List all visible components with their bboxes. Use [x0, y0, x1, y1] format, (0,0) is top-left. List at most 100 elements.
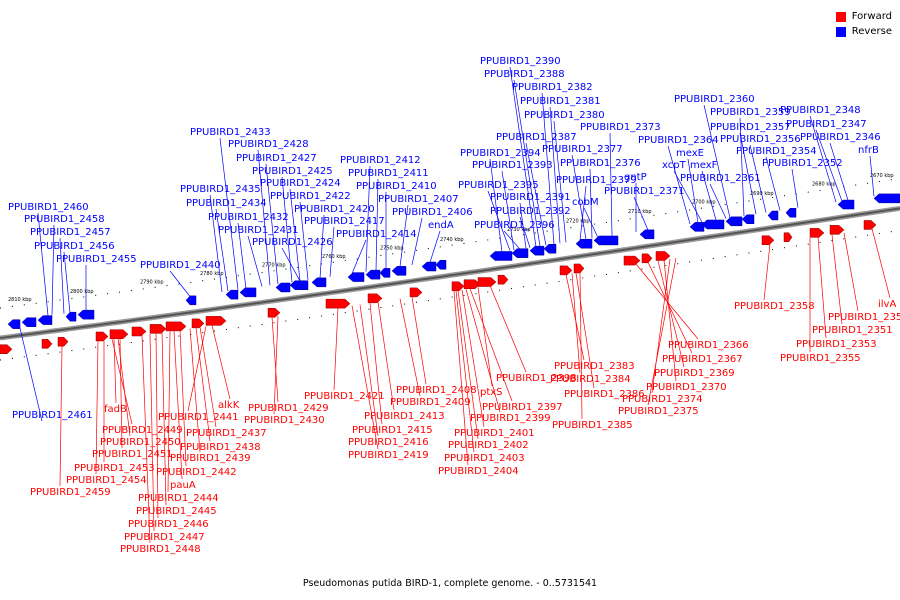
gene-label: PPUBIRD1_2351 — [812, 325, 893, 336]
label-leader — [815, 129, 843, 202]
label-leader — [829, 142, 849, 201]
label-leader — [579, 272, 583, 420]
axis-tick-label: 2800 kbp — [70, 289, 94, 295]
label-leader — [51, 224, 55, 316]
gene-label: PPUBIRD1_2381 — [520, 96, 601, 107]
forward-gene — [863, 220, 877, 230]
forward-gene — [267, 307, 281, 318]
gene-label: PPUBIRD1_2435 — [180, 184, 261, 195]
forward-gene — [109, 329, 129, 339]
gene-label: PPUBIRD1_2352 — [762, 158, 843, 169]
label-leader — [329, 226, 335, 277]
label-leader — [319, 214, 325, 279]
label-leader — [519, 202, 527, 249]
label-leader — [219, 137, 239, 290]
gene-label: PPUBIRD1_2426 — [252, 237, 333, 248]
label-leader — [271, 317, 279, 403]
gene-label: PPUBIRD1_2377 — [542, 144, 623, 155]
backbone-line — [0, 207, 900, 339]
gene-label: PPUBIRD1_2413 — [364, 411, 445, 422]
reverse-gene — [543, 244, 557, 254]
gene-label: PPUBIRD1_2406 — [392, 207, 473, 218]
gene-label: PPUBIRD1_2385 — [552, 420, 633, 431]
label-leader — [281, 247, 301, 282]
gene-label: PPUBIRD1_2387 — [496, 132, 577, 143]
label-leader — [791, 168, 799, 208]
label-leader — [503, 230, 521, 250]
gene-label: PPUBIRD1_2401 — [454, 428, 535, 439]
gene-label: PPUBIRD1_2440 — [140, 260, 221, 271]
label-leader — [141, 335, 151, 544]
gene-label: PPUBIRD1_2370 — [646, 382, 727, 393]
label-leader — [831, 234, 843, 325]
reverse-gene — [289, 280, 309, 290]
axis-tick-label: 2700 kbp — [692, 200, 716, 206]
label-leader — [429, 230, 441, 263]
label-leader — [453, 290, 469, 466]
gene-label: PPUBIRD1_2425 — [252, 166, 333, 177]
gene-label: PPUBIRD1_2380 — [524, 110, 605, 121]
gene-label: mexE — [676, 148, 704, 159]
gene-label: cobM — [572, 197, 599, 208]
forward-gene — [477, 277, 497, 287]
axis-tick-label: 2670 kbp — [870, 173, 894, 179]
reverse-gene — [873, 193, 900, 204]
reverse-gene — [785, 208, 797, 218]
axis-tick-label: 2720 kbp — [566, 218, 590, 224]
label-leader — [571, 154, 587, 240]
gene-label: PPUBIRD1_2431 — [218, 225, 299, 236]
gene-label: PPUBIRD1_2404 — [438, 466, 519, 477]
label-leader — [247, 235, 263, 287]
gene-label: PPUBIRD1_2456 — [34, 241, 115, 252]
legend: Forward Reverse — [835, 9, 892, 39]
label-leader — [117, 338, 131, 437]
gene-label: PPUBIRD1_2360 — [674, 94, 755, 105]
reverse-gene — [701, 219, 725, 230]
label-leader — [663, 259, 677, 382]
label-leader — [411, 296, 427, 385]
label-leader — [513, 79, 541, 247]
reverse-gene — [185, 295, 197, 306]
gene-label: PPUBIRD1_2415 — [352, 425, 433, 436]
axis-tick-label: 2810 kbp — [8, 297, 32, 303]
label-leader — [455, 290, 475, 453]
axis-tick-label: 2790 kbp — [140, 279, 164, 285]
label-leader — [187, 326, 207, 412]
gene-label: PPUBIRD1_2434 — [186, 198, 267, 209]
label-leader — [351, 239, 367, 274]
forward-gene — [655, 251, 671, 261]
reverse-gene — [37, 315, 53, 325]
forward-gene — [829, 225, 845, 235]
forward-gene — [559, 265, 573, 276]
label-leader — [365, 165, 371, 272]
label-leader — [111, 339, 133, 425]
label-leader — [189, 328, 201, 453]
reverse-gene — [689, 222, 705, 232]
label-leader — [399, 204, 409, 267]
gene-label: PPUBIRD1_2439 — [170, 453, 251, 464]
axis-tick-label: 2770 kbp — [262, 262, 286, 268]
gene-label: PPUBIRD1_2461 — [12, 410, 93, 421]
gene-label: PPUBIRD1_2412 — [340, 155, 421, 166]
gene-label: PPUBIRD1_2460 — [8, 202, 89, 213]
forward-gene — [573, 263, 585, 274]
gene-label: PPUBIRD1_2458 — [24, 214, 105, 225]
forward-gene — [809, 228, 825, 238]
gene-label: pauA — [170, 480, 196, 491]
gene-label: PPUBIRD1_2369 — [654, 368, 735, 379]
label-leader — [375, 178, 379, 271]
axis-tick-label: 2710 kbp — [628, 209, 652, 215]
label-leader — [871, 228, 891, 299]
gene-label: PPUBIRD1_2356 — [720, 134, 801, 145]
gene-label: PPUBIRD1_2366 — [668, 340, 749, 351]
label-leader — [589, 168, 593, 239]
label-leader — [633, 196, 649, 231]
label-leader — [509, 66, 537, 247]
label-leader — [289, 188, 301, 282]
reverse-gene — [435, 260, 447, 270]
gene-label: PPUBIRD1_2449 — [102, 425, 183, 436]
gene-label: PPUBIRD1_2402 — [448, 440, 529, 451]
reverse-gene — [511, 248, 529, 258]
forward-gene — [623, 255, 641, 266]
